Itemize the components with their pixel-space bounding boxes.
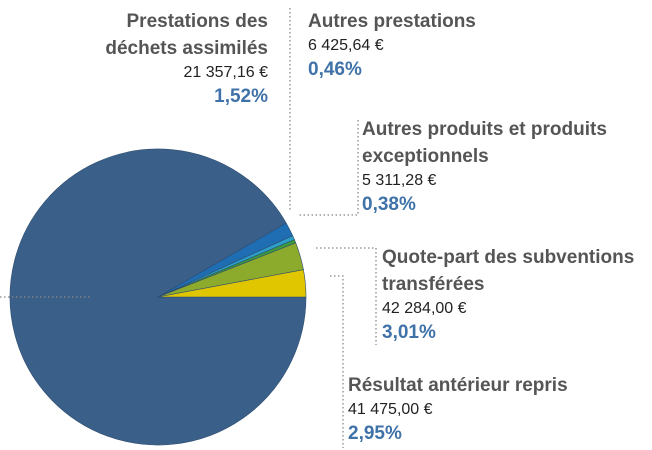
amount-label: 21 357,16 € [183,64,268,81]
amount-label: 42 284,00 € [382,300,467,317]
pie-slice [157,269,307,298]
category-name: Quote-part des subventions transférées [382,247,635,295]
slices [9,148,307,446]
amount-label: 41 475,00 € [348,401,433,418]
leader-line [298,120,359,216]
value-label: 3,01% [382,322,436,343]
value-label: 1,52% [214,86,268,107]
amount-label: 6 425,64 € [308,37,384,54]
leader-line [316,247,377,345]
leader-line [330,275,344,448]
slice-label: Quote-part des subventions transférées 42… [382,244,652,346]
slice-label: Autres prestations 6 425,64 € 0,46% [308,8,558,83]
slice-label: Prestations des déchets assimilés 21 357,… [68,8,268,110]
slice-label: Autres produits et produits exceptionnel… [362,116,622,218]
slice-label: Résultat antérieur repris 41 475,00 € 2,95… [348,372,638,447]
category-name: Prestations des déchets assimilés [105,11,268,59]
value-label: 2,95% [348,423,402,444]
value-label: 0,38% [362,194,416,215]
category-name: Résultat antérieur repris [348,375,568,396]
category-name: Autres prestations [308,11,476,32]
value-label: 0,46% [308,59,362,80]
amount-label: 5 311,28 € [362,172,437,189]
category-name: Autres produits et produits exceptionnel… [362,119,607,167]
